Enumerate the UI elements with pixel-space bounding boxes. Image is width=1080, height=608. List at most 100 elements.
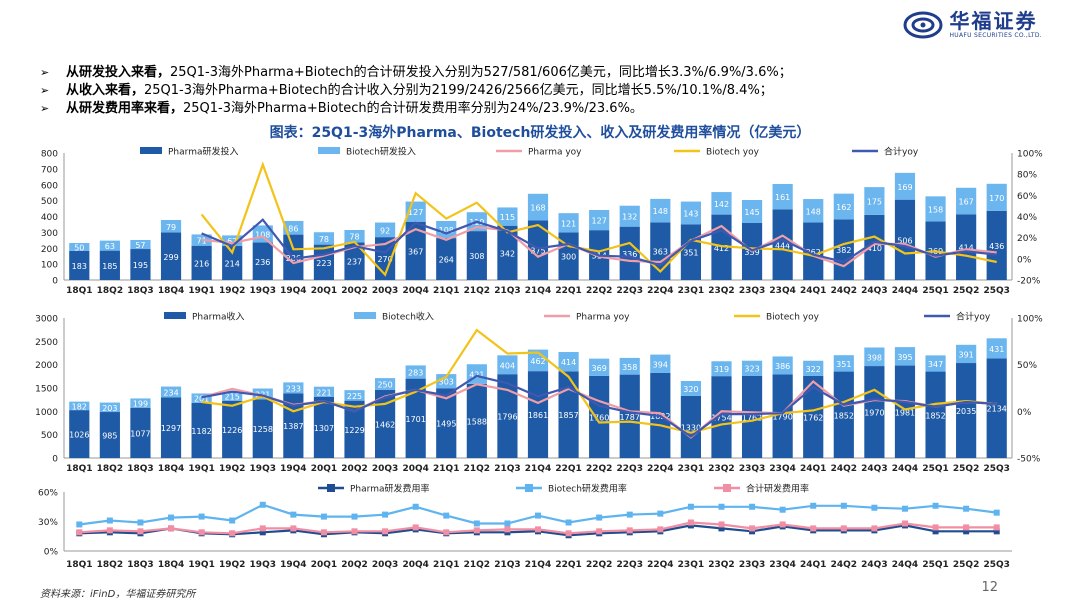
data-label-biotech: 67 xyxy=(227,237,237,246)
x-tick-label: 19Q3 xyxy=(250,464,276,474)
marker-total-rate xyxy=(106,527,113,534)
data-label-pharma: 444 xyxy=(775,241,790,250)
x-tick-label: 20Q4 xyxy=(402,560,428,570)
x-tick-label: 24Q3 xyxy=(861,464,887,474)
y-tick-label: 60% xyxy=(38,489,58,499)
data-label-biotech: 108 xyxy=(439,226,454,235)
bar-biotech xyxy=(344,390,365,401)
x-tick-label: 25Q3 xyxy=(983,464,1009,474)
data-label-pharma: 351 xyxy=(683,249,698,258)
bar-pharma xyxy=(986,210,1007,280)
bar-biotech xyxy=(833,193,854,220)
legend-swatch xyxy=(354,312,376,319)
bar-pharma xyxy=(589,375,610,458)
bar-biotech xyxy=(497,355,518,375)
page-number: 12 xyxy=(981,580,998,595)
data-label-biotech: 182 xyxy=(72,402,87,411)
bar-pharma xyxy=(69,250,90,280)
bar-biotech xyxy=(864,187,885,215)
y-tick-label-left: 2000 xyxy=(35,361,58,371)
bar-pharma xyxy=(986,358,1007,458)
y-tick-label-left: 500 xyxy=(41,197,58,207)
marker-biotech-rate xyxy=(504,520,511,527)
data-label-biotech: 303 xyxy=(439,378,454,387)
data-label-pharma: 237 xyxy=(347,258,362,267)
x-tick-label: 24Q1 xyxy=(800,560,826,570)
x-tick-label: 18Q1 xyxy=(66,464,92,474)
bar-pharma xyxy=(497,374,518,458)
x-tick-label: 20Q2 xyxy=(341,464,367,474)
data-label-pharma: 1970 xyxy=(864,409,884,418)
bar-biotech xyxy=(497,207,518,226)
data-label-pharma: 414 xyxy=(958,244,973,253)
marker-biotech-rate xyxy=(779,506,786,513)
marker-biotech-rate xyxy=(535,512,541,519)
bar-biotech xyxy=(436,220,457,239)
data-label-biotech: 79 xyxy=(166,223,176,232)
data-label-pharma: 300 xyxy=(561,253,576,262)
x-tick-label: 21Q2 xyxy=(464,464,490,474)
marker-biotech-rate xyxy=(198,513,205,520)
marker-biotech-rate xyxy=(137,519,144,526)
marker-total-rate xyxy=(382,528,389,535)
y-tick-label: 0% xyxy=(44,548,59,558)
bar-biotech xyxy=(894,172,916,200)
bar-biotech xyxy=(130,398,151,408)
bar-pharma xyxy=(436,238,457,280)
data-label-biotech: 398 xyxy=(867,353,882,362)
bar-biotech xyxy=(527,193,549,221)
data-label-pharma: 2035 xyxy=(956,407,976,416)
marker-pharma-rate xyxy=(932,528,939,535)
bar-biotech xyxy=(680,201,701,225)
bar-biotech xyxy=(803,360,824,376)
x-tick-label: 20Q3 xyxy=(372,286,398,296)
marker-biotech-rate xyxy=(473,520,480,527)
marker-biotech-rate xyxy=(565,519,572,526)
bar-pharma xyxy=(680,395,701,458)
data-label-biotech: 121 xyxy=(561,219,576,228)
x-tick-label: 19Q2 xyxy=(219,464,245,474)
x-tick-label: 25Q3 xyxy=(983,286,1009,296)
legend-swatch xyxy=(140,147,162,154)
x-tick-label: 25Q2 xyxy=(953,464,979,474)
marker-total-rate xyxy=(993,524,1000,531)
legend-label: Biotech yoy xyxy=(706,148,760,158)
bullet-heading: 从研发费用率来看， xyxy=(66,101,184,116)
marker-biotech-rate xyxy=(320,513,327,520)
data-label-biotech: 142 xyxy=(714,200,729,209)
y-tick-label-right: 40% xyxy=(1017,213,1037,223)
bar-biotech xyxy=(160,386,182,398)
x-tick-label: 24Q2 xyxy=(831,464,857,474)
bar-pharma xyxy=(375,389,396,458)
marker-pharma-rate xyxy=(718,525,725,532)
bar-pharma xyxy=(894,365,916,458)
data-label-pharma: 363 xyxy=(653,248,668,257)
data-label-biotech: 158 xyxy=(928,205,943,214)
x-tick-label: 24Q4 xyxy=(892,286,918,296)
bar-pharma xyxy=(436,388,457,458)
x-tick-label: 24Q4 xyxy=(892,464,918,474)
bar-pharma xyxy=(619,226,640,280)
legend-marker xyxy=(525,484,533,492)
line-biotech-yoy xyxy=(200,161,997,277)
marker-biotech-rate xyxy=(106,517,113,524)
x-tick-label: 24Q3 xyxy=(861,560,887,570)
x-tick-label: 21Q2 xyxy=(464,286,490,296)
x-tick-label: 19Q1 xyxy=(188,286,214,296)
bar-biotech xyxy=(589,209,610,231)
bar-pharma xyxy=(466,383,487,458)
marker-biotech-rate xyxy=(749,503,756,510)
y-tick-label-left: 300 xyxy=(41,229,58,239)
bar-pharma xyxy=(864,366,885,458)
marker-total-rate xyxy=(320,529,327,536)
data-label-biotech: 351 xyxy=(836,360,851,369)
x-tick-label: 20Q4 xyxy=(402,464,428,474)
x-tick-label: 24Q4 xyxy=(892,560,918,570)
bar-pharma xyxy=(69,410,90,458)
data-label-biotech: 127 xyxy=(592,217,607,226)
bar-pharma xyxy=(741,375,763,458)
data-label-biotech: 234 xyxy=(163,389,178,398)
x-tick-label: 22Q2 xyxy=(586,286,612,296)
data-label-biotech: 215 xyxy=(225,392,240,401)
data-label-biotech: 78 xyxy=(319,235,329,244)
